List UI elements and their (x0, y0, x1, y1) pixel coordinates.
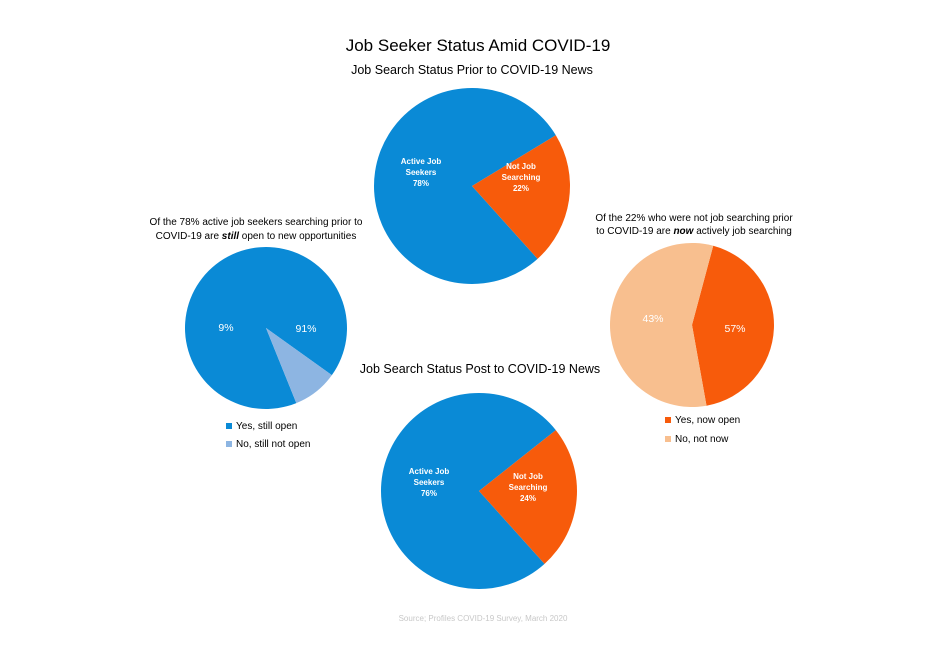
pie-slice-prior-not-job (472, 135, 571, 259)
legend-swatch-yes-still-open (226, 423, 232, 429)
now-searching-note-line2: to COVID-19 are now actively job searchi… (596, 226, 792, 237)
prior-chart-title: Job Search Status Prior to COVID-19 News (351, 63, 593, 77)
pie-label-line: Searching (509, 483, 548, 492)
legend-now-searching: Yes, now open No, not now (665, 415, 740, 445)
legend-swatch-yes-now-open (665, 417, 671, 423)
pie-slice-post-active-job (380, 393, 556, 590)
now-searching-note-part2: to COVID-19 are (596, 226, 673, 237)
pie-slice-still-open-no-still-not-open (266, 328, 332, 404)
pie-label-now-searching-no-not-now: 57% (724, 323, 745, 335)
pie-slice-still-open-yes-still-open (184, 246, 347, 409)
pie-label-line: 78% (413, 179, 429, 188)
still-open-note-line2: COVID-19 are still open to new opportuni… (156, 231, 357, 242)
pie-slice-now-searching-yes-now-open (692, 245, 774, 406)
pie-slice-now-searching-no-not-now (609, 242, 714, 407)
still-open-note-line1: Of the 78% active job seekers searching … (150, 217, 363, 228)
pie-label-still-open-no-still-not-open: 9% (218, 322, 233, 334)
pie-label-line: Seekers (406, 168, 437, 177)
pie-label-line: Not Job (506, 162, 536, 171)
pie-label-line: Active Job (401, 157, 442, 166)
pie-label-line: 76% (421, 489, 437, 498)
pie-post: Active Job Seekers 76% Not Job Searching 24% (380, 393, 577, 590)
legend-label-yes-still-open: Yes, still open (236, 421, 297, 432)
legend-label-no-not-now: No, not now (675, 434, 729, 445)
post-chart-title: Job Search Status Post to COVID-19 News (360, 362, 600, 376)
legend-still-open: Yes, still open No, still not open (226, 421, 311, 450)
pie-prior: Active Job Seekers 78% Not Job Searching 22% (374, 87, 571, 284)
pie-label-now-searching-yes-now-open: 43% (642, 313, 663, 325)
pie-label-line: 22% (513, 184, 529, 193)
legend-swatch-no-still-not-open (226, 441, 232, 447)
pie-slice-post-not-job (479, 430, 577, 564)
pie-label-prior-active-job: Active Job Seekers 78% (401, 157, 442, 188)
now-searching-note-part1: Of the 22% who were not job searching pr… (595, 213, 793, 224)
main-title: Job Seeker Status Amid COVID-19 (346, 36, 611, 55)
now-searching-note-emphasis: now (673, 226, 694, 237)
pie-label-line: Seekers (414, 478, 445, 487)
legend-label-no-still-not-open: No, still not open (236, 439, 311, 450)
source-note: Source; Profiles COVID-19 Survey, March … (399, 614, 568, 623)
pie-label-line: Not Job (513, 472, 543, 481)
legend-label-yes-now-open: Yes, now open (675, 415, 740, 426)
legend-swatch-no-not-now (665, 436, 671, 442)
pie-label-still-open-yes-still-open: 91% (295, 323, 316, 335)
pie-label-line: Searching (502, 173, 541, 182)
pie-still-open: 91% 9% (184, 246, 347, 409)
still-open-note-part2: COVID-19 are (156, 231, 222, 242)
pie-label-post-active-job: Active Job Seekers 76% (409, 467, 450, 498)
still-open-note-emphasis: still (222, 231, 239, 242)
now-searching-note-line1: Of the 22% who were not job searching pr… (595, 213, 793, 224)
pie-now-searching: 43% 57% (609, 242, 774, 407)
pie-label-prior-not-job: Not Job Searching 22% (502, 162, 541, 193)
still-open-note-part3: open to new opportunities (239, 231, 356, 242)
pie-label-line: Active Job (409, 467, 450, 476)
pie-label-post-not-job: Not Job Searching 24% (509, 472, 548, 503)
now-searching-note-part3: actively job searching (693, 226, 791, 237)
still-open-note-part1: Of the 78% active job seekers searching … (150, 217, 363, 228)
pie-label-line: 24% (520, 494, 536, 503)
pie-slice-prior-active-job (374, 87, 556, 284)
